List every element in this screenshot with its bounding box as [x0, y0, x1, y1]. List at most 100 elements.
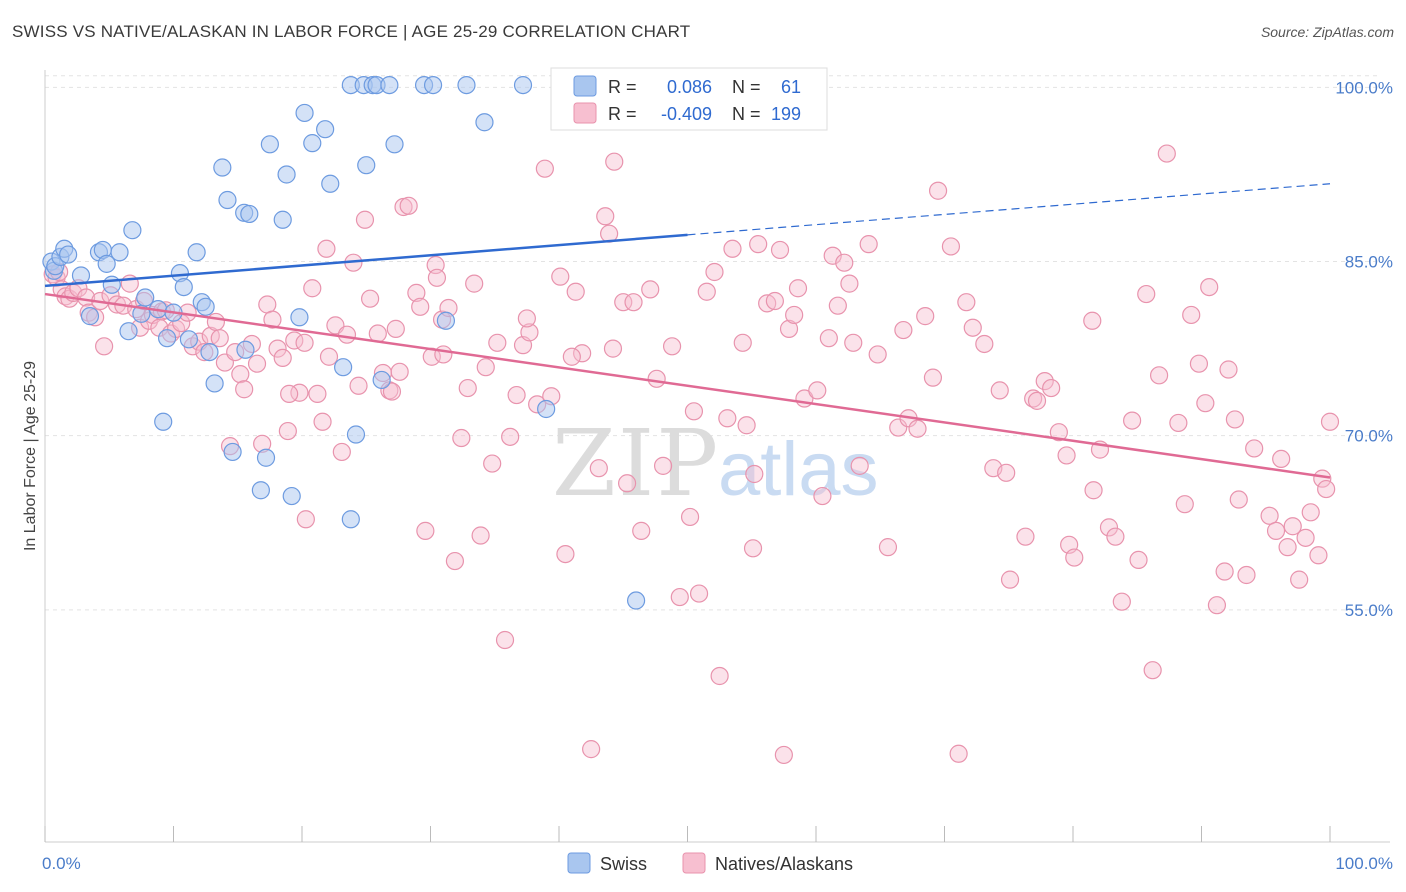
- swiss-point: [290, 308, 309, 327]
- native-point: [296, 510, 315, 529]
- native-point: [1000, 570, 1020, 589]
- swiss-point: [236, 340, 255, 359]
- native-point: [258, 295, 277, 314]
- bottom-legend: Swiss Natives/Alaskans: [567, 852, 853, 874]
- native-point: [1207, 596, 1227, 615]
- native-point: [556, 544, 575, 564]
- native-point: [562, 347, 581, 366]
- native-point: [313, 412, 332, 431]
- native-point: [653, 456, 673, 475]
- y-tick-label: 55.0%: [1345, 601, 1393, 620]
- swiss-point: [223, 442, 242, 462]
- native-point: [1290, 570, 1309, 589]
- native-point: [749, 235, 768, 254]
- native-point: [206, 312, 226, 332]
- native-point: [889, 418, 908, 437]
- native-point: [520, 323, 539, 342]
- native-point: [835, 253, 854, 272]
- native-point: [997, 463, 1016, 482]
- native-point: [823, 246, 842, 265]
- native-point: [1313, 469, 1332, 488]
- native-point: [745, 464, 764, 484]
- native-point: [573, 344, 592, 363]
- native-point: [386, 319, 405, 338]
- swiss-point: [346, 425, 366, 444]
- swiss-point: [341, 510, 360, 529]
- native-point: [589, 459, 608, 478]
- native-point: [662, 337, 682, 356]
- legend-swiss-r-label: R =: [608, 77, 637, 97]
- native-point: [390, 362, 409, 381]
- swiss-point: [59, 245, 78, 264]
- native-point: [605, 152, 624, 171]
- swiss-point: [179, 330, 199, 349]
- native-point: [355, 210, 375, 229]
- native-point: [452, 428, 471, 448]
- swiss-point: [385, 135, 404, 154]
- y-tick-label: 100.0%: [1335, 78, 1393, 97]
- native-point: [963, 318, 982, 337]
- native-point: [280, 384, 299, 403]
- native-point: [743, 539, 763, 558]
- native-point: [850, 456, 869, 475]
- legend-swiss-swatch: [573, 75, 597, 97]
- legend-box: R = 0.086 N = 61 R = -0.409 N = 199: [550, 67, 828, 131]
- bottom-legend-swiss-label: Swiss: [600, 854, 647, 874]
- swiss-point: [136, 288, 155, 307]
- swiss-trend-line: [44, 233, 688, 288]
- native-point: [95, 337, 114, 356]
- native-point: [1219, 360, 1238, 379]
- legend-swiss-r-value: 0.086: [667, 77, 712, 97]
- swiss-point: [154, 412, 173, 431]
- legend-native-n-label: N =: [732, 104, 761, 124]
- native-point: [1272, 449, 1291, 469]
- native-point: [596, 207, 615, 226]
- swiss-point: [200, 342, 219, 362]
- native-point: [407, 283, 426, 302]
- native-point: [718, 409, 737, 428]
- swiss-point: [97, 254, 116, 273]
- native-point: [949, 744, 968, 763]
- native-point: [680, 507, 700, 527]
- swiss-point: [205, 374, 224, 393]
- native-point: [632, 521, 651, 540]
- legend-native-r-value: -0.409: [661, 104, 712, 124]
- native-point: [1065, 548, 1084, 567]
- native-point: [689, 584, 709, 603]
- native-point: [670, 587, 689, 607]
- legend-native-r-label: R =: [608, 104, 637, 124]
- native-point: [427, 268, 447, 287]
- native-point: [434, 345, 453, 364]
- native-point: [1016, 527, 1035, 546]
- swiss-point: [256, 448, 276, 467]
- native-point: [1137, 284, 1156, 304]
- source-label: Source: ZipAtlas.com: [1260, 24, 1394, 40]
- native-point: [361, 289, 380, 308]
- native-point: [1317, 479, 1336, 499]
- series-natives-alaskans: [43, 144, 1340, 765]
- axes: [44, 70, 1390, 843]
- native-point: [1149, 366, 1169, 385]
- swiss-point: [213, 158, 232, 177]
- native-point: [923, 368, 943, 387]
- swiss-point: [423, 75, 443, 95]
- native-point: [723, 239, 742, 258]
- native-point: [737, 416, 756, 435]
- native-point: [507, 385, 526, 405]
- native-point: [465, 274, 484, 293]
- native-point: [1260, 506, 1279, 525]
- x-tick-labels: 0.0% 100.0%: [42, 854, 1393, 873]
- native-point: [1200, 277, 1219, 297]
- legend-native-n-value: 199: [771, 104, 801, 124]
- native-point: [382, 382, 402, 401]
- y-axis-label: In Labor Force | Age 25-29: [22, 361, 39, 551]
- native-point: [813, 486, 832, 506]
- native-point: [705, 262, 724, 282]
- swiss-point: [240, 204, 259, 224]
- native-point: [308, 384, 327, 403]
- legend-native-swatch: [573, 102, 597, 124]
- swiss-point: [436, 311, 456, 330]
- native-point: [458, 378, 477, 398]
- native-point: [990, 381, 1009, 400]
- native-point: [770, 240, 790, 260]
